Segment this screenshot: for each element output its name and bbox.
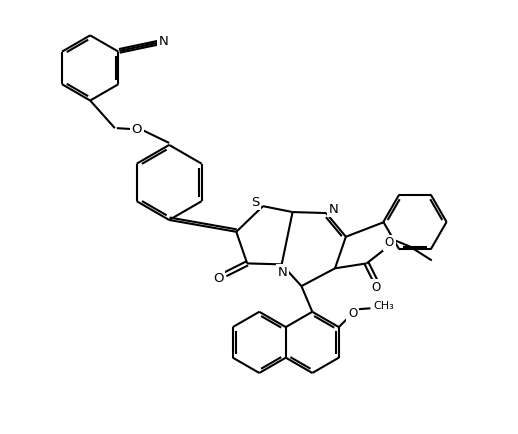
- Text: N: N: [159, 35, 169, 48]
- Text: S: S: [251, 196, 259, 209]
- Text: O: O: [372, 281, 381, 293]
- Text: N: N: [329, 203, 339, 216]
- Text: O: O: [348, 307, 357, 320]
- Text: N: N: [278, 266, 287, 279]
- Text: O: O: [385, 236, 394, 249]
- Text: O: O: [213, 272, 224, 285]
- Text: O: O: [132, 123, 142, 136]
- Text: CH₃: CH₃: [374, 301, 395, 311]
